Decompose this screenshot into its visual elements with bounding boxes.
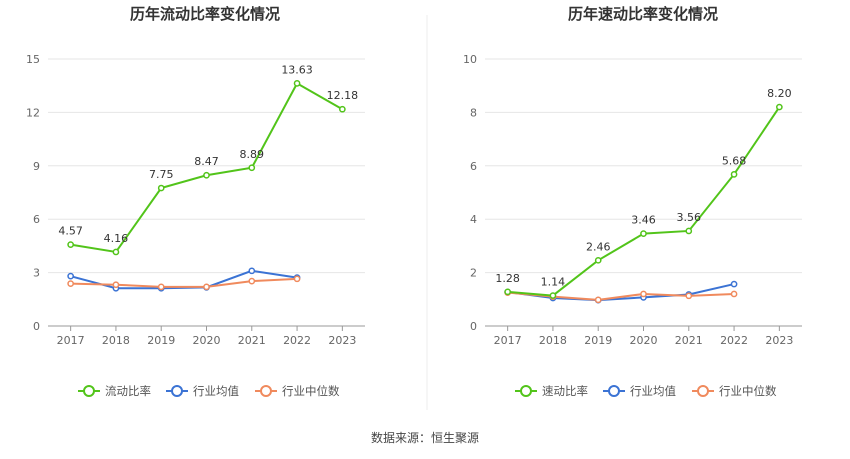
chart-title: 历年速动比率变化情况 bbox=[568, 5, 718, 23]
data-label: 7.75 bbox=[149, 168, 174, 181]
data-point[interactable] bbox=[203, 283, 210, 291]
data-label: 12.18 bbox=[327, 89, 359, 102]
data-point[interactable] bbox=[112, 248, 120, 256]
legend-label: 行业中位数 bbox=[282, 384, 340, 398]
legend-item[interactable]: 速动比率 bbox=[515, 384, 588, 398]
data-label: 5.68 bbox=[722, 154, 747, 167]
data-point[interactable] bbox=[549, 292, 557, 299]
y-tick-label: 0 bbox=[33, 320, 40, 333]
data-label: 8.20 bbox=[767, 87, 792, 100]
x-tick-label: 2017 bbox=[494, 334, 522, 347]
data-point[interactable] bbox=[248, 277, 256, 285]
y-tick-label: 10 bbox=[463, 53, 477, 66]
data-point[interactable] bbox=[67, 241, 74, 249]
data-point[interactable] bbox=[730, 290, 738, 298]
data-point[interactable] bbox=[293, 275, 301, 283]
x-tick-label: 2019 bbox=[147, 334, 175, 347]
legend-label: 行业均值 bbox=[193, 384, 239, 398]
data-point[interactable] bbox=[594, 296, 602, 304]
legend-label: 速动比率 bbox=[542, 384, 588, 398]
y-tick-label: 12 bbox=[26, 106, 40, 119]
data-point[interactable] bbox=[730, 280, 738, 288]
data-point[interactable] bbox=[67, 272, 74, 280]
data-label: 3.56 bbox=[677, 211, 702, 224]
data-point[interactable] bbox=[685, 227, 693, 235]
data-label: 1.28 bbox=[495, 272, 520, 285]
y-tick-label: 6 bbox=[470, 160, 477, 173]
legend-marker bbox=[260, 385, 272, 397]
x-tick-label: 2023 bbox=[328, 334, 356, 347]
chart-panel-2: 历年速动比率变化情况 0 2 4 6 8 10 2017 2018 2019 2020 2021 202… bbox=[463, 5, 802, 398]
legend-marker bbox=[83, 385, 95, 397]
legend-label: 行业均值 bbox=[630, 384, 676, 398]
data-point[interactable] bbox=[157, 184, 165, 192]
x-tick-label: 2022 bbox=[283, 334, 311, 347]
x-tick-label: 2022 bbox=[720, 334, 748, 347]
legend-marker bbox=[697, 385, 709, 397]
data-point[interactable] bbox=[293, 80, 301, 87]
x-tick-label: 2023 bbox=[765, 334, 793, 347]
y-tick-label: 0 bbox=[470, 320, 477, 333]
data-point[interactable] bbox=[203, 171, 210, 179]
data-point[interactable] bbox=[339, 105, 346, 113]
x-tick-label: 2020 bbox=[193, 334, 221, 347]
legend-label: 流动比率 bbox=[105, 384, 151, 398]
legend-item[interactable]: 行业中位数 bbox=[255, 384, 340, 398]
chart-title: 历年流动比率变化情况 bbox=[130, 5, 280, 23]
data-point[interactable] bbox=[730, 170, 738, 178]
data-label: 2.46 bbox=[586, 240, 611, 253]
data-label: 4.57 bbox=[58, 225, 83, 238]
data-point[interactable] bbox=[112, 281, 120, 289]
legend-item[interactable]: 流动比率 bbox=[78, 384, 151, 398]
y-tick-label: 8 bbox=[470, 106, 477, 119]
legend-marker bbox=[608, 385, 620, 397]
x-tick-label: 2019 bbox=[584, 334, 612, 347]
x-tick-label: 2017 bbox=[57, 334, 85, 347]
series-line bbox=[507, 291, 735, 301]
data-label: 1.14 bbox=[541, 276, 566, 289]
x-tick-label: 2020 bbox=[630, 334, 658, 347]
x-tick-label: 2021 bbox=[675, 334, 703, 347]
data-point[interactable] bbox=[594, 256, 602, 264]
y-tick-label: 4 bbox=[470, 213, 477, 226]
data-label: 8.47 bbox=[194, 155, 219, 168]
data-point[interactable] bbox=[157, 283, 165, 291]
y-tick-label: 2 bbox=[470, 267, 477, 280]
data-point[interactable] bbox=[248, 164, 256, 172]
data-point[interactable] bbox=[504, 288, 511, 296]
data-point[interactable] bbox=[640, 230, 647, 237]
data-point[interactable] bbox=[67, 280, 74, 287]
y-tick-label: 15 bbox=[26, 53, 40, 66]
legend-item[interactable]: 行业中位数 bbox=[692, 384, 777, 398]
legend-marker bbox=[171, 385, 183, 397]
source-note: 数据来源：恒生聚源 bbox=[371, 430, 479, 445]
series-line bbox=[507, 106, 781, 297]
data-point[interactable] bbox=[776, 103, 783, 111]
data-label: 8.89 bbox=[240, 148, 265, 161]
chart-panel-1: 历年流动比率变化情况 0 3 6 9 12 15 2017 2018 2019 2020 2021 20… bbox=[26, 5, 365, 398]
data-label: 13.63 bbox=[281, 63, 313, 76]
x-tick-label: 2018 bbox=[102, 334, 130, 347]
data-point[interactable] bbox=[248, 267, 256, 275]
series-line bbox=[70, 269, 298, 290]
data-label: 3.46 bbox=[631, 214, 656, 227]
y-tick-label: 3 bbox=[33, 267, 40, 280]
data-point[interactable] bbox=[685, 292, 693, 300]
legend-item[interactable]: 行业均值 bbox=[166, 384, 239, 398]
series-line bbox=[70, 277, 298, 288]
data-point[interactable] bbox=[640, 290, 647, 298]
x-tick-label: 2021 bbox=[238, 334, 266, 347]
legend-item[interactable]: 行业均值 bbox=[603, 384, 676, 398]
legend-label: 行业中位数 bbox=[719, 384, 777, 398]
y-tick-label: 6 bbox=[33, 213, 40, 226]
x-tick-label: 2018 bbox=[539, 334, 567, 347]
legend-marker bbox=[520, 385, 532, 397]
y-tick-label: 9 bbox=[33, 160, 40, 173]
data-label: 4.16 bbox=[104, 232, 129, 245]
series-line bbox=[507, 283, 735, 302]
